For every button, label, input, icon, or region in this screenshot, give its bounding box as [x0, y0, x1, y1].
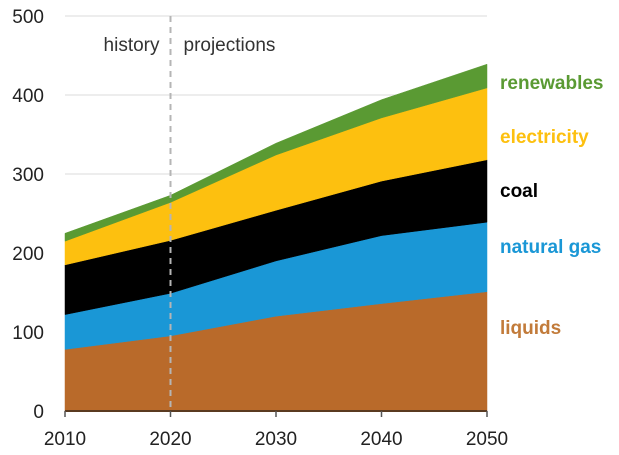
- series-areas: [64, 63, 488, 412]
- series-label-renewables: renewables: [500, 73, 604, 94]
- y-tick-label-0: 0: [33, 402, 44, 423]
- y-tick-label-200: 200: [12, 244, 44, 265]
- y-tick-label-100: 100: [12, 323, 44, 344]
- series-labels: liquids natural gas coal electricity renewab…: [500, 73, 604, 339]
- x-tick-label-2050: 2050: [466, 429, 508, 450]
- y-tick-label-500: 500: [12, 7, 44, 28]
- x-axis-labels: 2010 2020 2030 2040 2050: [44, 429, 508, 450]
- y-axis-labels: 0 100 200 300 400 500: [12, 7, 44, 423]
- series-label-electricity: electricity: [500, 127, 589, 148]
- y-tick-label-300: 300: [12, 165, 44, 186]
- x-tick-label-2020: 2020: [149, 429, 191, 450]
- annotation-projections: projections: [184, 35, 276, 56]
- annotation-history: history: [104, 35, 160, 56]
- x-tick-label-2040: 2040: [360, 429, 402, 450]
- annotations: history projections: [104, 35, 276, 56]
- series-label-coal: coal: [500, 181, 538, 202]
- series-label-liquids: liquids: [500, 318, 561, 339]
- series-label-natural-gas: natural gas: [500, 237, 601, 258]
- x-tick-label-2010: 2010: [44, 429, 86, 450]
- x-tick-label-2030: 2030: [255, 429, 297, 450]
- x-axis: [64, 410, 488, 417]
- y-tick-label-400: 400: [12, 86, 44, 107]
